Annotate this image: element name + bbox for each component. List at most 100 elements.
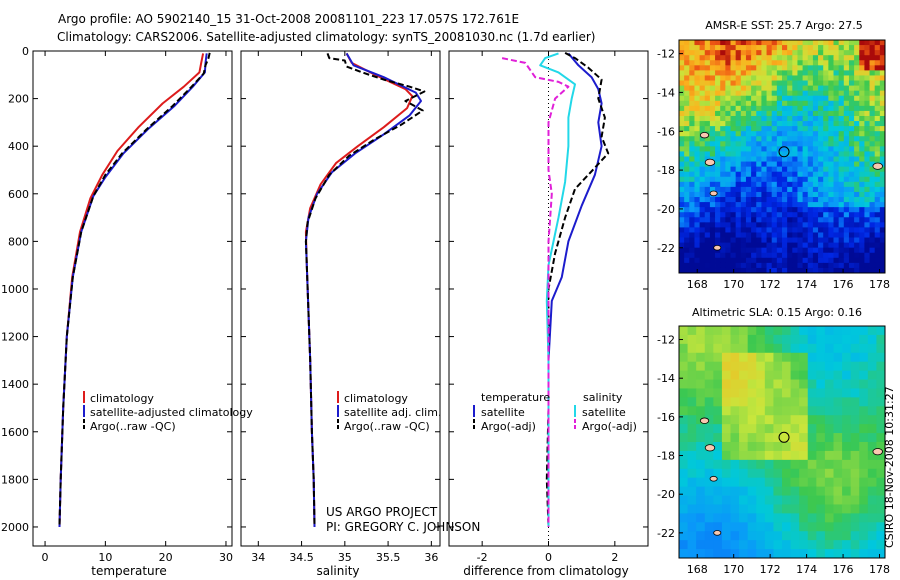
sst-cell [864,50,870,56]
sst-cell [859,186,865,193]
sst-cell [843,50,850,56]
sst-cell [715,217,721,223]
sla-cell [790,343,800,354]
sst-cell [869,171,876,178]
sla-cell [687,486,697,496]
sst-cell [843,202,850,208]
sst-cell [725,126,731,132]
sst-cell [848,181,855,188]
sla-cell [687,540,697,550]
sst-cell [802,105,809,112]
sst-cell [699,75,706,81]
sst-cell [797,70,803,76]
sst-cell [864,126,870,132]
sst-cell [843,70,850,76]
sst-cell [715,171,721,178]
sst-cell [766,85,773,92]
sla-cell [867,397,877,407]
sst-cell [838,115,845,122]
sst-cell [740,232,747,238]
sst-cell [720,65,726,71]
sst-cell [730,136,737,142]
sst-cell [745,237,752,244]
sst-cell [735,110,742,117]
sst-cell [756,55,762,61]
sst-cell [843,80,850,86]
sla-cell [859,424,869,434]
sst-cell [766,207,773,213]
sla-cell [704,406,714,416]
sst-cell [859,75,865,81]
sst-cell [812,252,819,259]
sst-cell [694,45,700,51]
sst-cell [704,100,711,107]
sst-cell [694,105,700,112]
sla-cell [747,522,757,532]
sst-cell [771,131,778,137]
sla-cell [790,352,800,363]
sst-cell [761,85,767,92]
sst-cell [828,40,834,46]
sst-cell [694,80,700,86]
sla-cell [773,352,783,363]
sst-cell [854,247,860,254]
sst-cell [807,115,814,122]
sla-cell [696,549,706,559]
sla-cell [842,540,852,550]
sst-cell [761,40,767,46]
sst-cell [709,95,716,102]
temperature-panel: temperature climatology satellite-adjust… [1,45,253,578]
sst-cell [792,156,798,162]
sst-cell [776,70,783,76]
sst-cell [694,55,700,61]
sst-cell [838,166,845,173]
sst-cell [756,90,762,97]
sst-cell [838,50,845,56]
sst-cell [864,252,870,259]
sst-cell [854,55,860,61]
sst-cell [684,136,690,142]
sst-cell [787,156,793,162]
sla-cell [782,522,791,532]
sst-cell [679,90,685,97]
sst-cell [725,70,731,76]
sst-cell [828,146,834,152]
sst-cell [730,191,737,198]
sla-cell [721,415,731,425]
sst-cell [766,217,773,223]
sst-cell [879,65,886,71]
sst-cell [812,136,819,142]
sst-cell [812,115,819,122]
sst-cell [740,247,747,254]
sst-cell [766,212,773,218]
sst-cell [807,65,814,71]
sst-cell [797,151,803,157]
sst-cell [684,146,690,152]
sst-cell [823,136,829,142]
sla-cell [747,486,757,496]
sst-cell [730,65,737,71]
sst-cell [818,151,824,157]
sst-cell [715,257,721,264]
sst-cell [879,247,886,254]
sst-cell [689,45,695,51]
sst-cell [766,242,773,249]
sst-cell [833,146,840,152]
sla-cell [799,406,809,416]
sla-cell [773,477,783,488]
sst-cell [761,257,767,264]
sst-cell [689,252,695,259]
sst-cell [792,247,798,254]
sst-cell [854,217,860,223]
sst-cell [725,100,731,107]
sst-cell [725,166,731,173]
sst-cell [766,80,773,86]
sst-cell [838,146,845,152]
sst-cell [699,50,706,56]
sst-cell [694,237,700,244]
sla-cell [687,388,697,398]
sst-cell [735,197,742,203]
sst-cell [704,90,711,97]
sst-cell [854,171,860,178]
y-tick-label: 1800 [1,473,29,486]
